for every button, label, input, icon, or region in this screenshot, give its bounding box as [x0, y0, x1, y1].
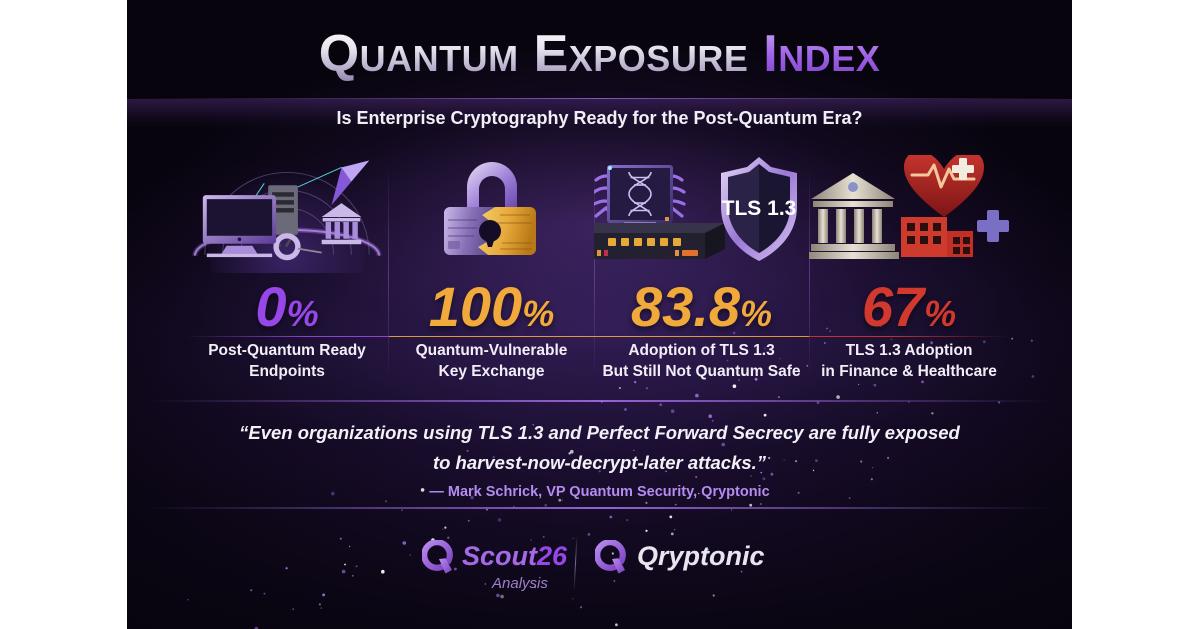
- svg-text:TLS 1.3: TLS 1.3: [722, 197, 797, 220]
